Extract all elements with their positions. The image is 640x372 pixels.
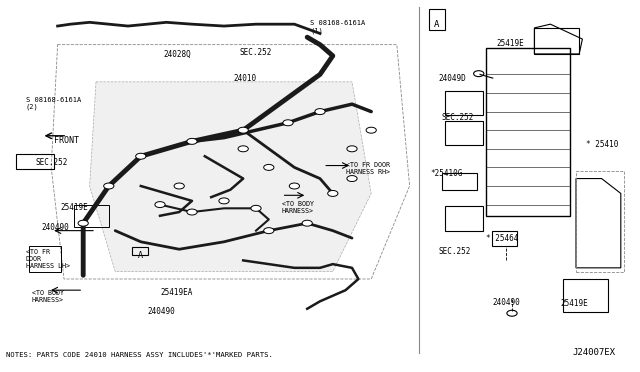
Text: *25410G: *25410G	[430, 169, 463, 178]
Circle shape	[302, 220, 312, 226]
Circle shape	[187, 138, 197, 144]
Text: <TO BODY
HARNESS>: <TO BODY HARNESS>	[282, 201, 314, 214]
Circle shape	[347, 146, 357, 152]
Circle shape	[251, 205, 261, 211]
Text: <TO FR DOOR
HARNESS RH>: <TO FR DOOR HARNESS RH>	[346, 162, 390, 175]
Bar	[445, 206, 483, 231]
Text: 240490: 240490	[493, 298, 520, 307]
Circle shape	[78, 220, 88, 226]
Text: 24028Q: 24028Q	[163, 50, 191, 59]
Bar	[486, 48, 570, 216]
Circle shape	[289, 183, 300, 189]
Circle shape	[474, 71, 484, 77]
Circle shape	[264, 228, 274, 234]
Text: 25419E: 25419E	[560, 299, 588, 308]
Bar	[576, 171, 624, 272]
Text: NOTES: PARTS CODE 24010 HARNESS ASSY INCLUDES'*'MARKED PARTS.: NOTES: PARTS CODE 24010 HARNESS ASSY INC…	[6, 352, 273, 357]
Text: 24049D: 24049D	[438, 74, 466, 83]
Circle shape	[219, 198, 229, 204]
Circle shape	[238, 146, 248, 152]
Text: A: A	[138, 251, 143, 260]
Text: <TO BODY
HARNESS>: <TO BODY HARNESS>	[32, 290, 64, 303]
Circle shape	[104, 183, 114, 189]
Text: SEC.252: SEC.252	[438, 247, 471, 256]
Text: SEC.252: SEC.252	[35, 158, 68, 167]
Circle shape	[507, 310, 517, 316]
Circle shape	[315, 109, 325, 115]
Text: S 08168-6161A
(2): S 08168-6161A (2)	[26, 97, 81, 110]
Text: 240490: 240490	[42, 223, 69, 232]
Text: * 25464: * 25464	[486, 234, 519, 243]
Text: 25419EA: 25419EA	[160, 288, 193, 297]
Text: S 08168-6161A
(1): S 08168-6161A (1)	[310, 20, 365, 34]
Circle shape	[136, 153, 146, 159]
Polygon shape	[90, 82, 371, 272]
Circle shape	[174, 183, 184, 189]
Text: 240490: 240490	[147, 307, 175, 316]
Circle shape	[366, 127, 376, 133]
Circle shape	[328, 190, 338, 196]
Bar	[29, 246, 61, 272]
Bar	[132, 247, 148, 255]
Bar	[74, 205, 109, 227]
Text: FRONT: FRONT	[54, 136, 79, 145]
Bar	[429, 9, 445, 30]
Bar	[16, 154, 54, 169]
Text: 25419E: 25419E	[61, 203, 88, 212]
Circle shape	[283, 120, 293, 126]
Circle shape	[155, 202, 165, 208]
Bar	[492, 231, 517, 246]
Bar	[563, 279, 608, 312]
Circle shape	[347, 176, 357, 182]
Bar	[445, 91, 483, 115]
Text: SEC.252: SEC.252	[240, 48, 273, 57]
Text: 24010: 24010	[234, 74, 257, 83]
Circle shape	[187, 209, 197, 215]
Text: * 25410: * 25410	[586, 140, 618, 148]
Circle shape	[238, 127, 248, 133]
Text: <TO FR
DOOR
HARNESS LH>: <TO FR DOOR HARNESS LH>	[26, 249, 70, 269]
Text: A: A	[434, 20, 439, 29]
Bar	[445, 121, 483, 145]
Text: 25419E: 25419E	[496, 39, 524, 48]
Bar	[442, 173, 477, 190]
Circle shape	[264, 164, 274, 170]
Text: SEC.252: SEC.252	[442, 113, 474, 122]
Text: J24007EX: J24007EX	[573, 348, 616, 357]
Bar	[534, 28, 579, 54]
